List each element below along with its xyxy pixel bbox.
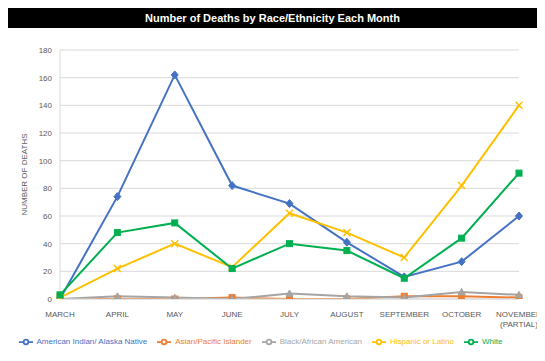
svg-text:JUNE: JUNE bbox=[222, 310, 243, 319]
svg-text:20: 20 bbox=[43, 267, 52, 276]
html-text:White: White bbox=[482, 337, 503, 347]
html-text:Hispanic or Latino: Hispanic or Latino bbox=[390, 337, 454, 347]
svg-text:MAY: MAY bbox=[166, 310, 183, 319]
svg-text:SEPTEMBER: SEPTEMBER bbox=[380, 310, 430, 319]
svg-text:NOVEMBER(PARTIAL): NOVEMBER(PARTIAL) bbox=[496, 310, 537, 329]
svg-text:100: 100 bbox=[39, 157, 53, 166]
svg-text:NUMBER OF DEATHS: NUMBER OF DEATHS bbox=[20, 133, 29, 215]
svg-text:60: 60 bbox=[43, 212, 52, 221]
svg-text:140: 140 bbox=[39, 101, 53, 110]
html-text:Number of Deaths by Race/Ethni: Number of Deaths by Race/Ethnicity Each … bbox=[145, 12, 400, 24]
svg-text:160: 160 bbox=[39, 74, 53, 83]
svg-text:0: 0 bbox=[48, 295, 53, 304]
svg-text:MARCH: MARCH bbox=[45, 310, 75, 319]
svg-text:OCTOBER: OCTOBER bbox=[442, 310, 482, 319]
svg-text:80: 80 bbox=[43, 184, 52, 193]
svg-text:AUGUST: AUGUST bbox=[330, 310, 363, 319]
svg-text:JULY: JULY bbox=[280, 310, 300, 319]
svg-text:40: 40 bbox=[43, 240, 52, 249]
svg-text:APRIL: APRIL bbox=[106, 310, 130, 319]
html-text:Asian/Pacific Islander: Asian/Pacific Islander bbox=[175, 337, 252, 347]
html-text:Black/African American: Black/African American bbox=[279, 337, 362, 347]
html-text:American Indian/ Alaska Native: American Indian/ Alaska Native bbox=[36, 337, 148, 347]
svg-text:120: 120 bbox=[39, 129, 53, 138]
svg-text:180: 180 bbox=[39, 46, 53, 55]
